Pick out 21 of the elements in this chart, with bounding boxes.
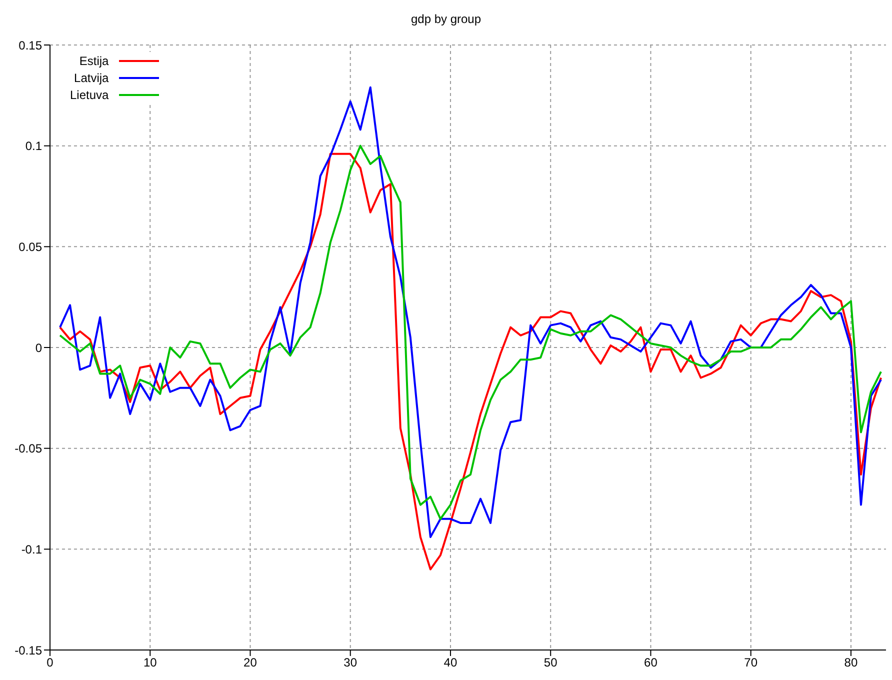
legend-label: Latvija [74, 70, 109, 84]
x-tick-label: 70 [744, 656, 758, 670]
x-tick-label: 50 [544, 656, 558, 670]
y-tick-label: 0.1 [25, 139, 42, 154]
legend-label: Estija [79, 54, 109, 68]
x-tick-label: 60 [644, 656, 658, 670]
y-tick-label: 0.05 [18, 240, 42, 254]
x-tick-label: 40 [444, 656, 458, 670]
legend-label: Lietuva [70, 88, 109, 102]
x-tick-label: 0 [46, 656, 54, 670]
line-series [59, 86, 882, 538]
x-tick-label: 20 [244, 656, 258, 670]
y-tick-label: -0.1 [21, 542, 42, 556]
x-tick-label: 30 [344, 656, 358, 670]
y-tick-label: 0.15 [18, 38, 42, 52]
chart-title: gdp by group [410, 12, 482, 26]
y-tick-label: -0.15 [14, 643, 42, 658]
x-tick-label: 10 [143, 656, 158, 670]
y-tick-label: -0.05 [14, 442, 42, 456]
y-tick-label: 0 [35, 340, 42, 355]
x-tick-label: 80 [844, 656, 858, 670]
